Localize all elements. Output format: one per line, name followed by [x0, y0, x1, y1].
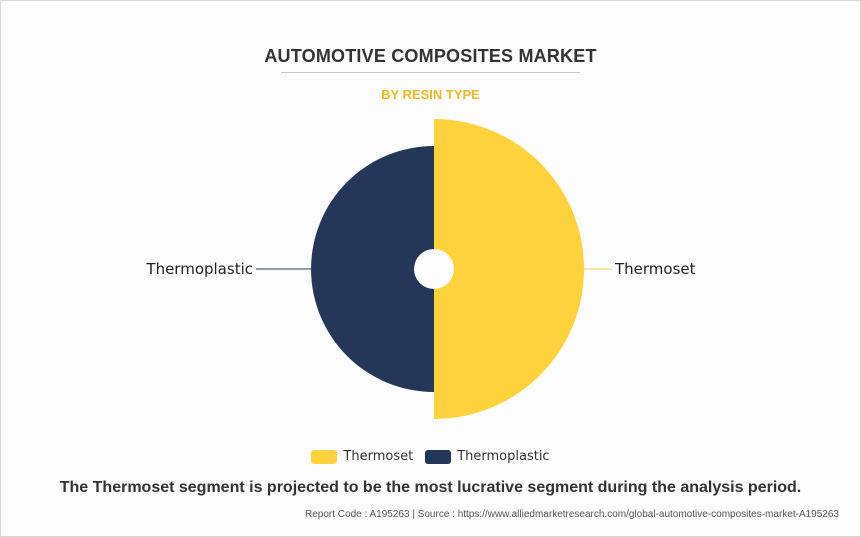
- slice-thermoset[interactable]: [434, 119, 584, 419]
- legend-label-thermoset: Thermoset: [343, 449, 414, 464]
- legend-label-thermoplastic: Thermoplastic: [457, 449, 550, 464]
- chart-subtitle: BY RESIN TYPE: [381, 87, 480, 102]
- slice-label-thermoplastic: Thermoplastic: [145, 260, 253, 278]
- slice-thermoplastic[interactable]: [311, 146, 434, 392]
- title-divider: [281, 72, 580, 73]
- chart-legend: Thermoset Thermoplastic: [0, 449, 861, 464]
- slice-label-thermoset: Thermoset: [614, 260, 696, 278]
- legend-item-thermoset[interactable]: Thermoset: [311, 449, 413, 464]
- report-source-footer: Report Code : A195263 | Source : https:/…: [305, 509, 839, 520]
- legend-swatch-thermoplastic: [425, 449, 452, 464]
- legend-item-thermoplastic[interactable]: Thermoplastic: [425, 449, 550, 464]
- chart-title: AUTOMOTIVE COMPOSITES MARKET: [264, 46, 597, 66]
- legend-swatch-thermoset: [311, 449, 338, 464]
- chart-caption: The Thermoset segment is projected to be…: [59, 479, 802, 496]
